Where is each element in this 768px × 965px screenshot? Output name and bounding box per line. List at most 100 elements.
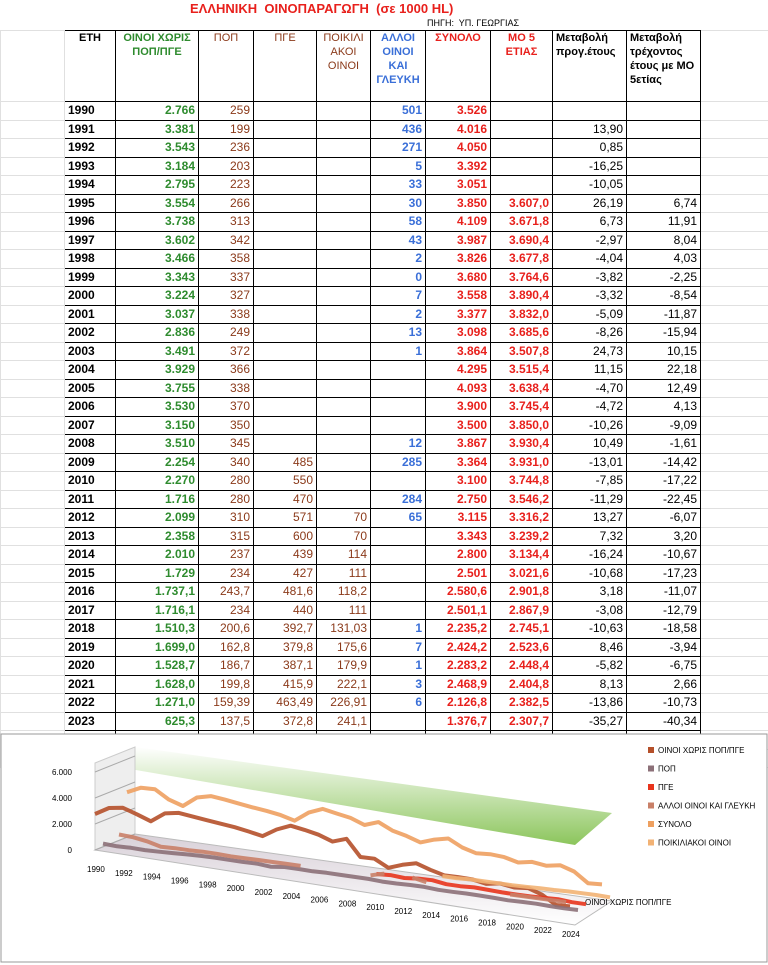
cell: 2001	[64, 304, 116, 324]
cell	[253, 434, 317, 454]
cell: -18,58	[626, 619, 701, 639]
cell: 3.930,4	[490, 434, 553, 454]
cell: 6,73	[552, 212, 627, 232]
cell: 2016	[64, 582, 116, 602]
cell: 2019	[64, 637, 116, 657]
cell: 1995	[64, 193, 116, 213]
cell: 2006	[64, 397, 116, 417]
cell: 2.501	[425, 563, 491, 583]
cell	[253, 397, 317, 417]
gutter	[700, 286, 768, 306]
cell: 3	[370, 674, 426, 694]
cell: 2.523,6	[490, 637, 553, 657]
cell: 203	[198, 156, 254, 176]
legend-label: ΟΙΝΟΙ ΧΩΡΙΣ ΠΟΠ/ΠΓΕ	[658, 746, 744, 755]
series-line	[102, 841, 579, 912]
cell: -3,82	[552, 267, 627, 287]
cell	[490, 175, 553, 195]
cell: 8,04	[626, 230, 701, 250]
x-tick-label: 2004	[283, 892, 301, 901]
gutter	[0, 267, 65, 287]
table-row: 2019 1.699,0 162,8 379,8 175,6 7 2.424,2 2.523,…	[0, 637, 768, 657]
legend-swatch	[648, 839, 654, 846]
cell: 285	[370, 452, 426, 472]
cell: 358	[198, 249, 254, 269]
cell: 350	[198, 415, 254, 435]
header-cell: Μεταβολή τρέχοντος έτους με ΜΟ 5ετίας	[626, 30, 701, 102]
cell: 600	[253, 526, 317, 546]
gutter	[700, 304, 768, 324]
cell	[253, 156, 317, 176]
source: ΠΗΓΗ: ΥΠ. ΓΕΩΡΓΙΑΣ	[427, 18, 520, 28]
cell: 1991	[64, 119, 116, 139]
cell: 3.929	[115, 360, 199, 380]
cell: -2,25	[626, 267, 701, 287]
gutter	[700, 193, 768, 213]
cell: 33	[370, 175, 426, 195]
cell: 2002	[64, 323, 116, 343]
cell: 310	[198, 508, 254, 528]
table-row: 2020 1.528,7 186,7 387,1 179,9 1 2.283,2 2.448,…	[0, 656, 768, 676]
cell	[316, 212, 371, 232]
cell: 1	[370, 619, 426, 639]
cell: 284	[370, 489, 426, 509]
cell: 1	[370, 656, 426, 676]
x-tick-label: 1994	[143, 873, 161, 882]
cell: 70	[316, 508, 371, 528]
cell: 372	[198, 341, 254, 361]
cell: 65	[370, 508, 426, 528]
cell: 30	[370, 193, 426, 213]
x-tick-label: 2012	[394, 907, 412, 916]
cell	[253, 230, 317, 250]
cell: -3,32	[552, 286, 627, 306]
cell: 2.235,2	[425, 619, 491, 639]
gutter	[0, 341, 65, 361]
cell	[370, 526, 426, 546]
gutter	[700, 452, 768, 472]
cell: 137,5	[198, 711, 254, 731]
cell: 3.134,4	[490, 545, 553, 565]
cell: -35,27	[552, 711, 627, 731]
cell: 3.680	[425, 267, 491, 287]
cell: 3.364	[425, 452, 491, 472]
cell: 625,3	[115, 711, 199, 731]
table-row: 2002 2.836 249 13 3.098 3.685,6 -8,26 -15,94	[0, 323, 768, 343]
cell: 13	[370, 323, 426, 343]
cell: -17,23	[626, 563, 701, 583]
cell: 12	[370, 434, 426, 454]
gutter	[0, 304, 65, 324]
cell: 3.381	[115, 119, 199, 139]
cell: -10,05	[552, 175, 627, 195]
gutter	[700, 471, 768, 491]
cell: 11,91	[626, 212, 701, 232]
header-cell: ΠΟΠ	[198, 30, 254, 102]
gutter	[0, 101, 65, 121]
cell: 3.607,0	[490, 193, 553, 213]
cell: 1.628,0	[115, 674, 199, 694]
cell: 2.745,1	[490, 619, 553, 639]
table-row: 2012 2.099 310 571 70 65 3.115 3.316,2 13,27 -6,0…	[0, 508, 768, 528]
legend-label: ΠΟΠ	[658, 765, 676, 774]
cell: -22,45	[626, 489, 701, 509]
table-row: 2000 3.224 327 7 3.558 3.890,4 -3,32 -8,54	[0, 286, 768, 306]
cell: -8,54	[626, 286, 701, 306]
cell: -16,25	[552, 156, 627, 176]
header-line: ΠΟΠ/ΠΓΕ	[132, 46, 182, 58]
cell: 3.826	[425, 249, 491, 269]
cell: 340	[198, 452, 254, 472]
cell: 3.677,8	[490, 249, 553, 269]
cell	[316, 397, 371, 417]
cell: 1.716,1	[115, 600, 199, 620]
cell: 280	[198, 489, 254, 509]
cell: -10,26	[552, 415, 627, 435]
gutter	[0, 230, 65, 250]
cell: 4,13	[626, 397, 701, 417]
cell	[370, 600, 426, 620]
cell	[253, 360, 317, 380]
cell: 3.224	[115, 286, 199, 306]
x-tick-label: 2010	[366, 903, 384, 912]
x-tick-label: 2016	[450, 915, 468, 924]
cell: 2.010	[115, 545, 199, 565]
series-line	[442, 874, 611, 900]
table-row: 1994 2.795 223 33 3.051 -10,05	[0, 175, 768, 195]
